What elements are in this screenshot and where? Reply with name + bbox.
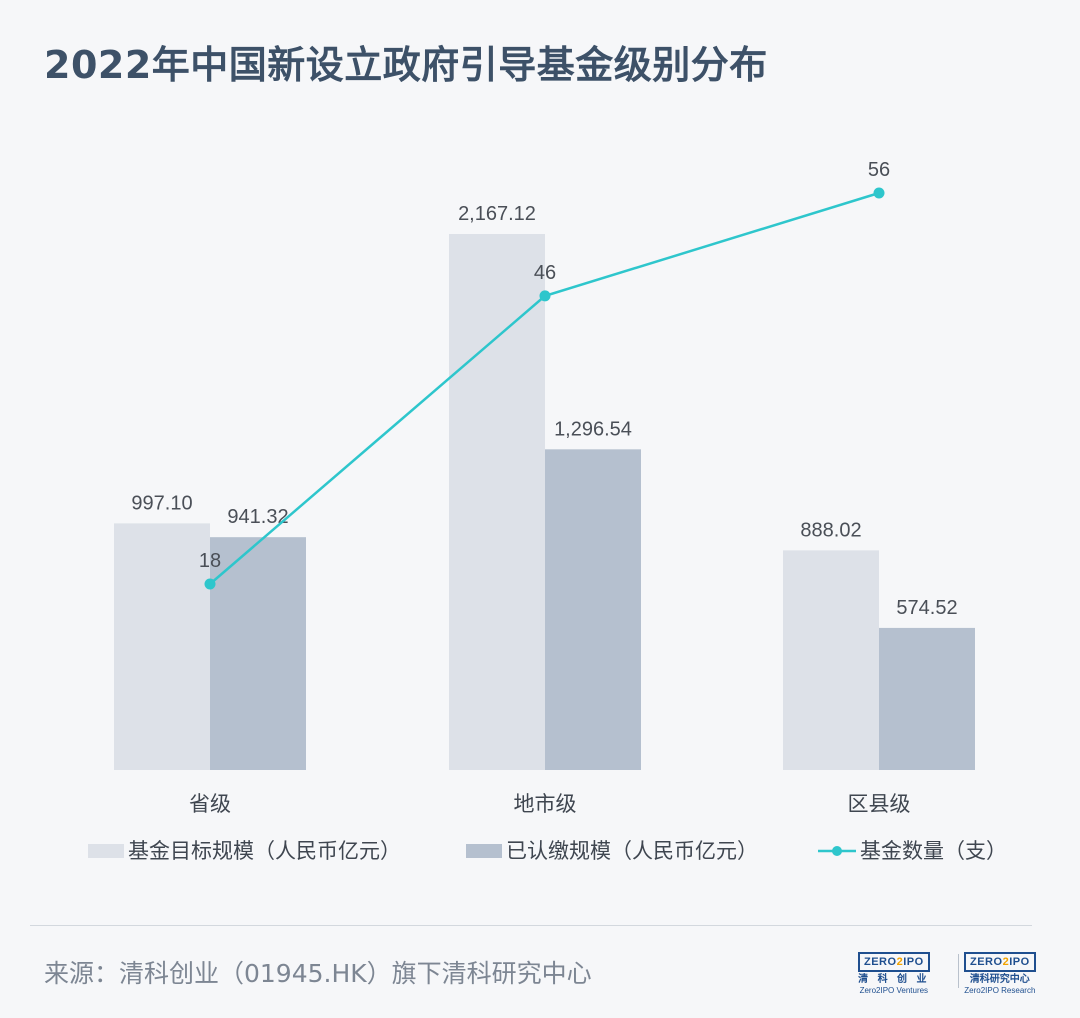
zero2ipo-ventures-logo: ZERO2IPO 清 科 创 业 Zero2IPO Ventures bbox=[858, 950, 930, 996]
line-point bbox=[204, 578, 216, 590]
bar-value-label: 2,167.12 bbox=[458, 203, 536, 225]
bar-value-label: 1,296.54 bbox=[554, 418, 632, 440]
source-note: 来源：清科创业（01945.HK）旗下清科研究中心 bbox=[44, 959, 592, 988]
bar bbox=[879, 627, 975, 770]
category-label: 地市级 bbox=[514, 792, 577, 816]
line-value-label: 46 bbox=[534, 262, 556, 284]
logo-en-text: Zero2IPO Research bbox=[964, 986, 1036, 995]
line-point bbox=[873, 187, 885, 199]
bar bbox=[114, 523, 210, 770]
logo-mark: ZERO2IPO bbox=[858, 952, 930, 972]
bar bbox=[783, 550, 879, 770]
logo-cn-text: 清科研究中心 bbox=[969, 974, 1030, 985]
legend-label: 基金目标规模（人民币亿元） bbox=[128, 839, 401, 863]
legend-swatch bbox=[466, 844, 502, 858]
bar bbox=[449, 234, 545, 770]
logo-en-text: Zero2IPO Ventures bbox=[859, 986, 929, 995]
bar-value-label: 574.52 bbox=[896, 597, 957, 619]
bar bbox=[545, 449, 641, 770]
line-value-label: 56 bbox=[868, 159, 890, 181]
logo-mark: ZERO2IPO bbox=[964, 952, 1036, 972]
chart-canvas: 997.10 941.32 2,167.12 1,296.54 888.02 574.52… bbox=[88, 159, 1007, 863]
bar bbox=[210, 537, 306, 770]
legend-label: 基金数量（支） bbox=[860, 839, 1007, 863]
line-point bbox=[539, 290, 551, 302]
line-value-label: 18 bbox=[199, 550, 221, 572]
category-label: 省级 bbox=[189, 792, 231, 816]
bar-value-label: 888.02 bbox=[800, 519, 861, 541]
chart-title: 2022年中国新设立政府引导基金级别分布 bbox=[44, 43, 768, 87]
legend-swatch bbox=[88, 844, 124, 858]
zero2ipo-research-logo: ZERO2IPO 清科研究中心 Zero2IPO Research bbox=[964, 950, 1036, 996]
logo-separator bbox=[958, 954, 959, 988]
logo-cn-text: 清 科 创 业 bbox=[858, 974, 930, 985]
bar-value-label: 997.10 bbox=[131, 492, 192, 514]
bar-value-label: 941.32 bbox=[227, 506, 288, 528]
footer-divider bbox=[30, 925, 1032, 926]
legend-marker bbox=[832, 846, 842, 856]
legend-label: 已认缴规模（人民币亿元） bbox=[506, 839, 758, 863]
category-label: 区县级 bbox=[848, 792, 911, 816]
